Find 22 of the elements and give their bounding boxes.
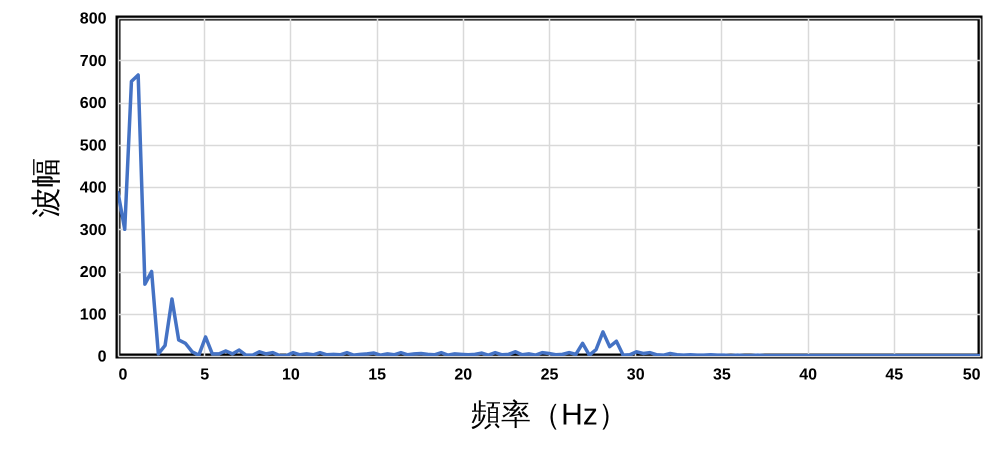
y-tick-label: 200 [80, 264, 107, 281]
x-tick-label: 30 [626, 366, 645, 384]
y-axis-title: 波幅 [30, 158, 63, 218]
y-tick-label: 700 [80, 52, 107, 70]
y-tick-label: 800 [80, 10, 107, 28]
x-tick-label: 5 [200, 366, 210, 384]
x-tick-label: 10 [282, 366, 300, 384]
x-tick-label: 15 [368, 366, 386, 384]
x-tick-label: 35 [713, 366, 731, 384]
x-axis-title: 頻率（Hz） [471, 398, 628, 432]
y-tick-label: 500 [80, 137, 107, 154]
y-tick-label: 300 [80, 222, 107, 239]
y-tick-label: 0 [98, 348, 107, 366]
x-tick-label: 50 [962, 366, 981, 384]
x-tick-label: 45 [885, 366, 904, 384]
x-tick-label: 25 [540, 366, 558, 384]
x-tick-label: 20 [454, 366, 472, 384]
y-tick-label: 600 [80, 95, 107, 112]
x-tick-label: 40 [799, 366, 818, 384]
y-tick-label: 400 [80, 180, 107, 196]
y-tick-label: 100 [80, 306, 107, 324]
x-tick-label: 0 [118, 366, 128, 384]
